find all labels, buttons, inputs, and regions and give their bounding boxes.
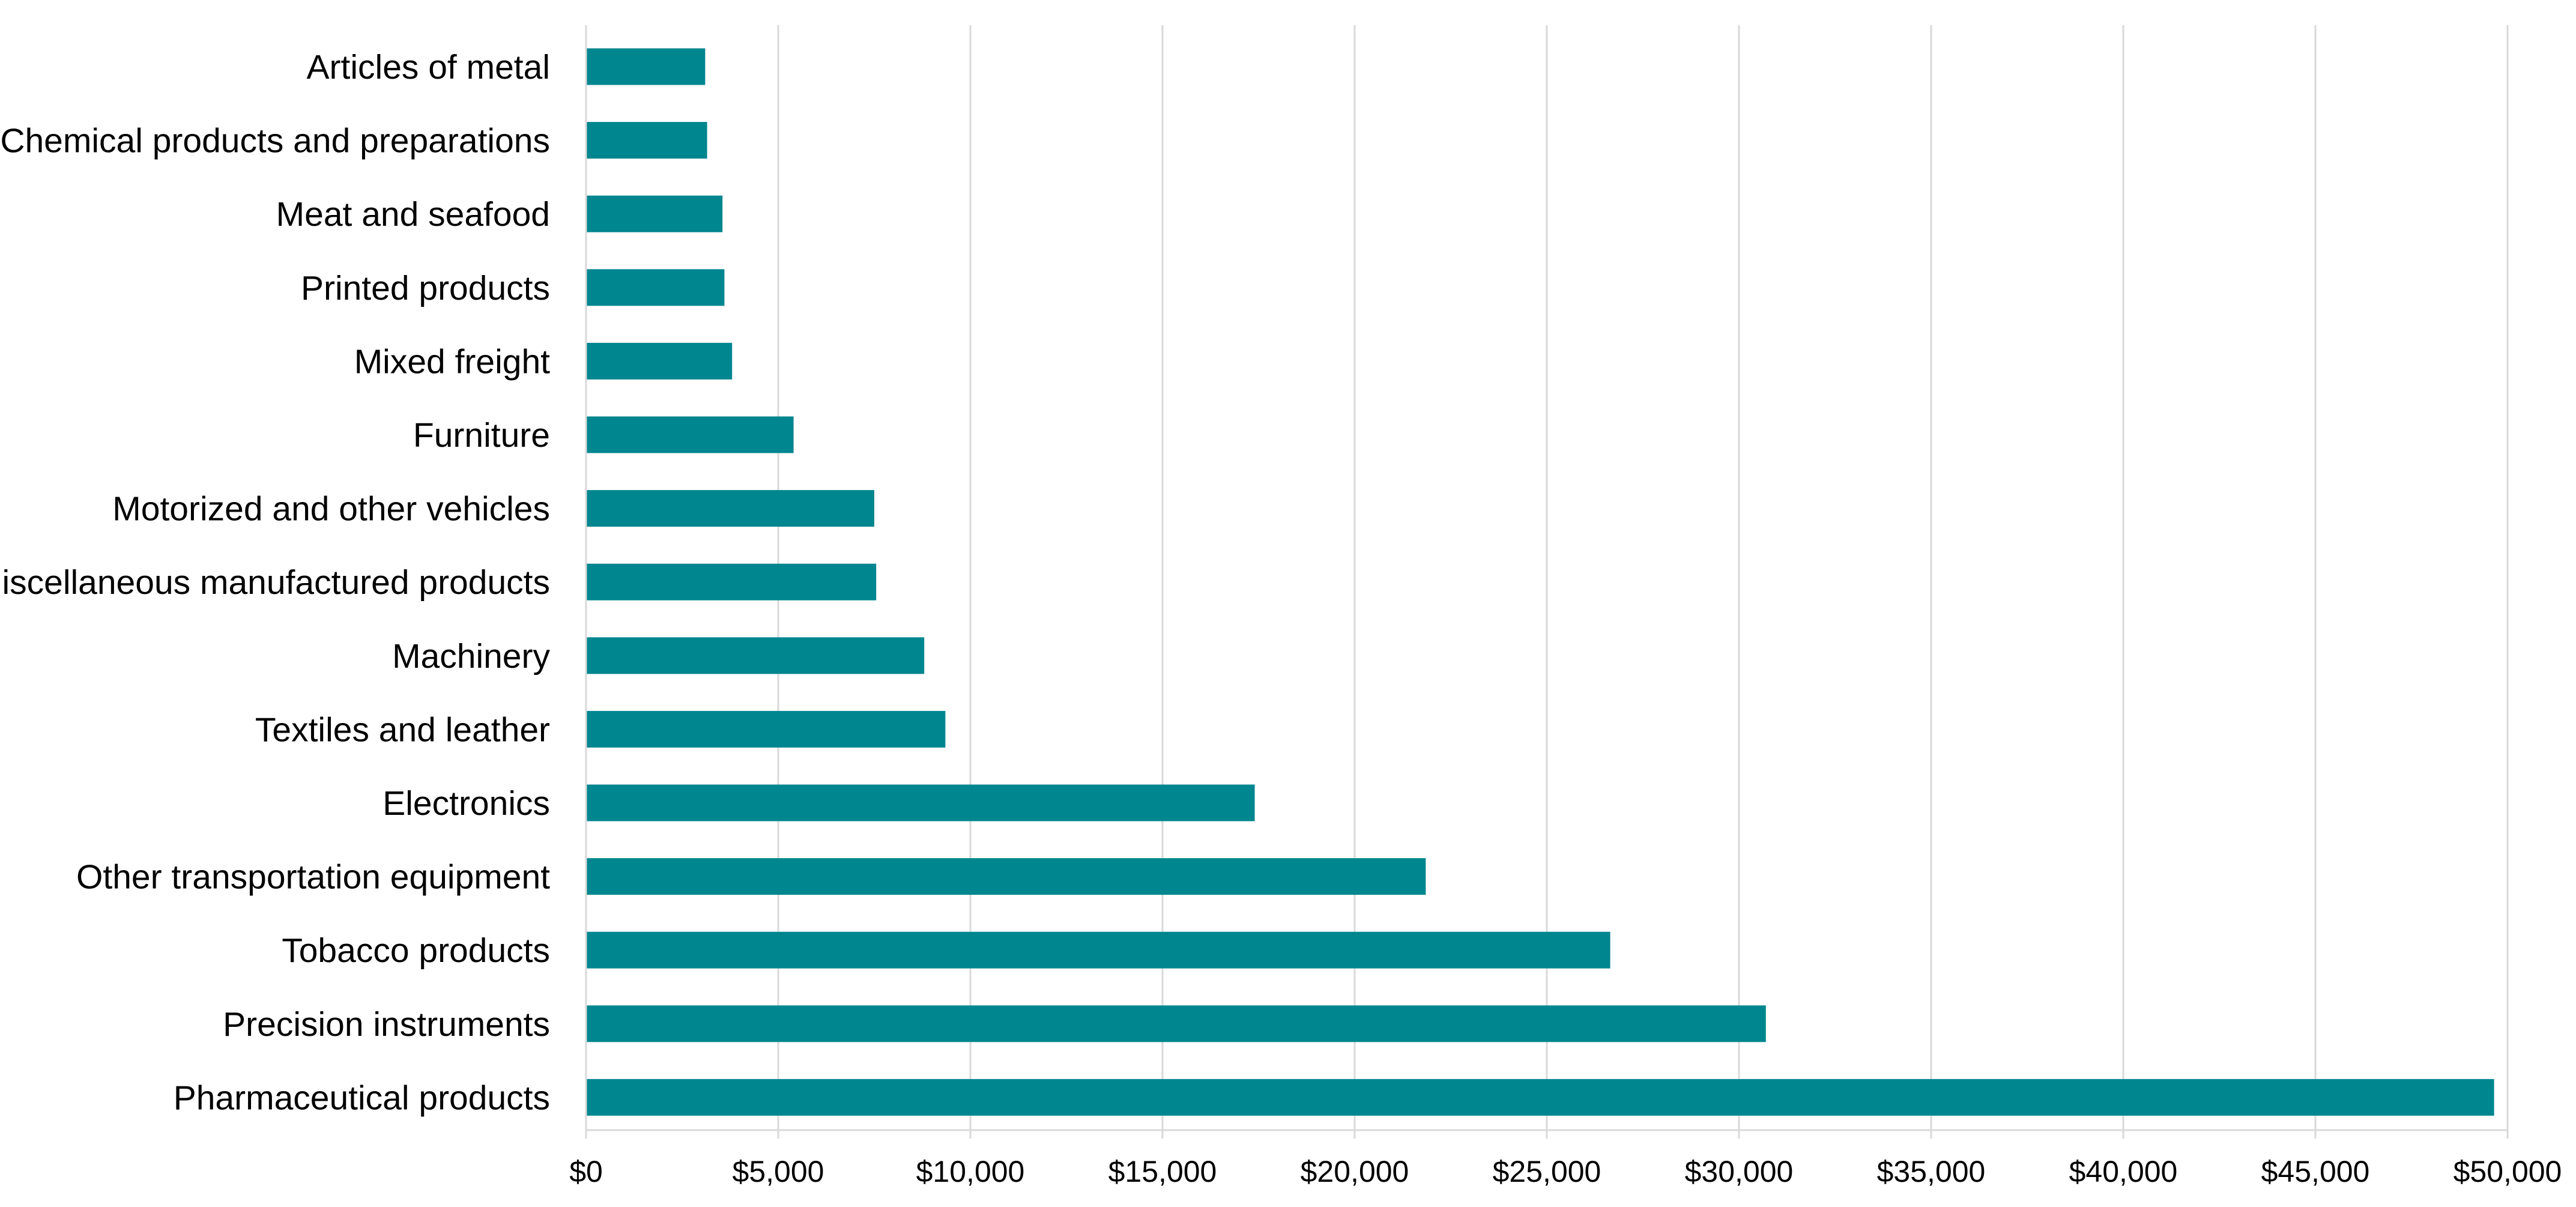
x-tick-label: $45,000 — [2261, 1155, 2370, 1188]
bar — [586, 1078, 2494, 1116]
bars — [586, 48, 2494, 1116]
x-tick-label: $0 — [569, 1155, 603, 1188]
category-label: Precision instruments — [223, 1005, 550, 1044]
category-label: Electronics — [382, 784, 550, 823]
category-label: Articles of metal — [307, 48, 550, 86]
bar — [586, 1005, 1766, 1042]
category-label: Pharmaceutical products — [174, 1078, 550, 1117]
bar — [586, 48, 706, 85]
bar — [586, 710, 946, 748]
x-tick-label: $35,000 — [1877, 1155, 1986, 1188]
category-label: Meat and seafood — [276, 195, 550, 234]
bar — [586, 563, 877, 600]
category-label: Machinery — [392, 637, 550, 676]
x-tick-label: $20,000 — [1301, 1155, 1409, 1188]
x-tick-label: $5,000 — [733, 1155, 824, 1188]
category-labels: Articles of metal Chemical products and p… — [0, 48, 550, 1117]
gridlines — [777, 25, 2509, 1130]
bar — [586, 122, 707, 159]
x-tick-label: $40,000 — [2069, 1155, 2178, 1188]
bar — [586, 858, 1426, 895]
x-tick-label: $25,000 — [1493, 1155, 1601, 1188]
category-label: Mixed freight — [354, 342, 550, 381]
x-tick-label: $30,000 — [1685, 1155, 1794, 1188]
x-tick-label: $50,000 — [2454, 1155, 2562, 1188]
bar — [586, 342, 733, 380]
category-label: Other transportation equipment — [76, 858, 550, 897]
category-label: Motorized and other vehicles — [112, 490, 550, 528]
x-tick-label: $15,000 — [1108, 1155, 1217, 1188]
bar — [586, 931, 1610, 969]
bar — [586, 784, 1255, 821]
category-label: Textiles and leather — [255, 710, 550, 749]
category-label: Chemical products and preparations — [0, 122, 550, 160]
x-axis: $0 $5,000 $10,000 $15,000 $20,000 $25,000 $30,… — [569, 25, 2562, 1188]
category-label: Printed products — [301, 269, 550, 307]
x-tick-label: $10,000 — [916, 1155, 1025, 1188]
category-label: Tobacco products — [282, 931, 550, 970]
category-label: Furniture — [413, 416, 550, 455]
bar — [586, 416, 794, 453]
category-label: Miscellaneous manufactured products — [0, 563, 550, 602]
bar — [586, 490, 874, 527]
bar — [586, 637, 925, 674]
bar — [586, 195, 723, 232]
bar — [586, 269, 725, 306]
